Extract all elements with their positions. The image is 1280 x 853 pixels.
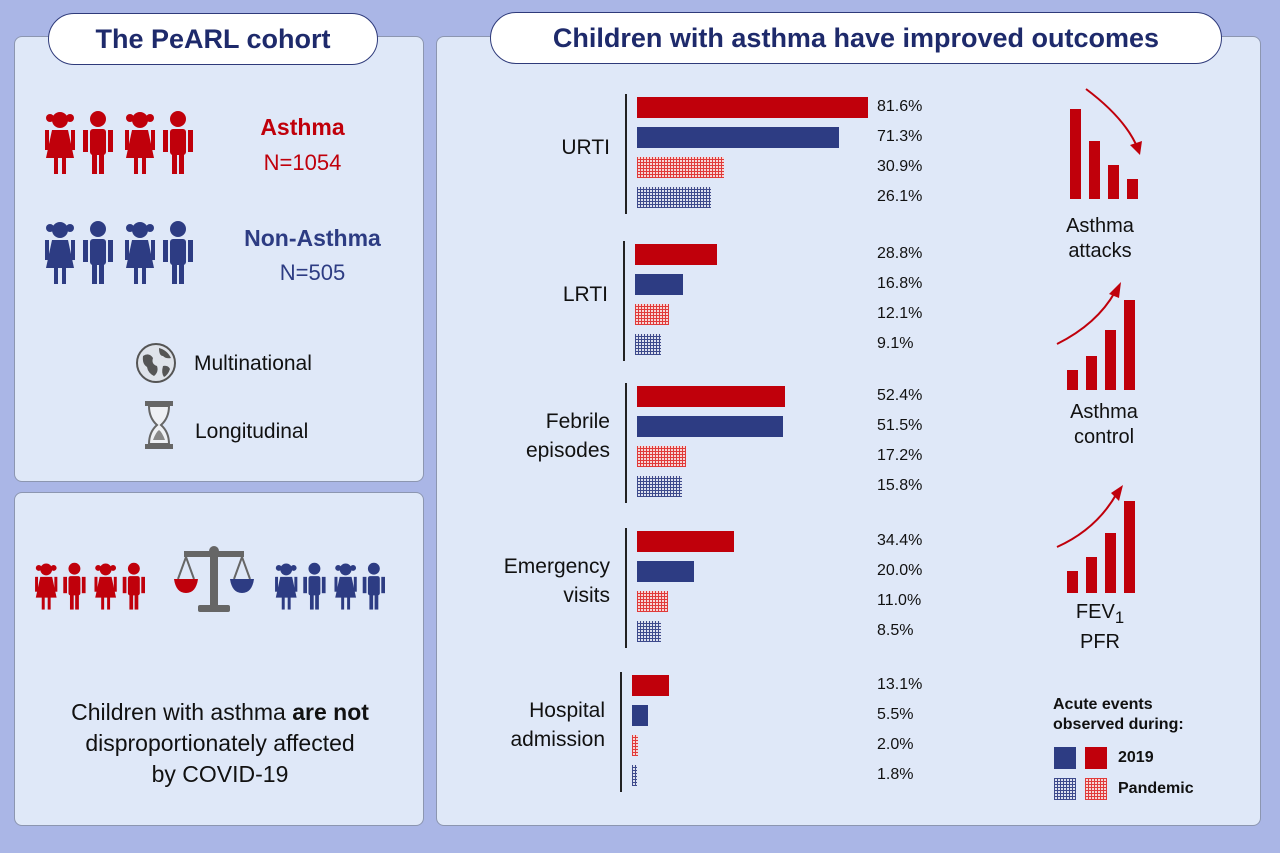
globe-icon xyxy=(136,343,176,383)
outcome-3-line2: PFR xyxy=(1080,631,1120,653)
outcome-1-line1: Asthma xyxy=(1066,215,1134,237)
legend-title-line2: observed during: xyxy=(1053,716,1184,733)
balance-scale-icon xyxy=(174,546,254,612)
hourglass-icon xyxy=(145,401,173,449)
feature-longitudinal: Longitudinal xyxy=(195,420,309,443)
value-label: 13.1% xyxy=(877,676,923,693)
lung-function-increasing-chart-icon xyxy=(1056,485,1135,593)
bar-asthma-pandemic xyxy=(637,591,669,612)
bar-non-asthma-pandemic xyxy=(637,187,711,208)
value-label: 15.8% xyxy=(877,477,923,494)
bar-asthma-2019 xyxy=(637,386,786,407)
statement-part2: disproportionately affected xyxy=(85,730,355,756)
fev-label: FEV xyxy=(1075,601,1115,623)
value-label: 16.8% xyxy=(877,275,923,292)
bar-non-asthma-2019 xyxy=(635,274,683,295)
outcome-2-line2: control xyxy=(1073,426,1135,448)
value-label: 5.5% xyxy=(877,706,914,723)
legend-title: Acute events observed during: xyxy=(1053,695,1184,735)
outcome-1-line2: attacks xyxy=(1068,240,1132,262)
category-label: Emergency visits xyxy=(503,555,610,607)
value-label: 2.0% xyxy=(877,736,914,753)
asthma-attacks-decreasing-chart-icon xyxy=(1070,88,1142,199)
value-label: 52.4% xyxy=(877,387,923,404)
asthma-count: N=1054 xyxy=(263,150,342,175)
legend-swatch-pandemic-non-asthma xyxy=(1054,778,1076,800)
category-axis-line xyxy=(623,241,625,361)
category-label: LRTI xyxy=(562,282,608,306)
asthma-children-small-icon xyxy=(35,562,145,610)
non-asthma-children-icon xyxy=(45,221,193,284)
bar-asthma-pandemic xyxy=(635,304,670,325)
value-label: 28.8% xyxy=(877,245,923,262)
value-label: 11.0% xyxy=(877,592,922,609)
outcome-asthma-control: Asthma control xyxy=(1044,400,1164,450)
bar-non-asthma-2019 xyxy=(637,127,839,148)
outcome-3-line1: FEV1 xyxy=(1040,600,1160,630)
value-label: 26.1% xyxy=(877,188,923,205)
statement-part3: by COVID-19 xyxy=(151,761,289,787)
covid-panel xyxy=(14,492,424,826)
bar-non-asthma-2019 xyxy=(637,561,694,582)
value-label: 81.6% xyxy=(877,98,923,115)
bar-asthma-pandemic xyxy=(637,157,725,178)
category-label: Febrile episodes xyxy=(525,410,610,462)
value-label: 34.4% xyxy=(877,532,923,549)
cohort-panel xyxy=(14,36,424,482)
statement-bold: are not xyxy=(292,699,369,725)
category-axis-line xyxy=(620,672,622,792)
category-axis-line xyxy=(625,528,627,648)
value-label: 51.5% xyxy=(877,417,923,434)
legend-swatch-2019-non-asthma xyxy=(1054,747,1076,769)
legend-swatch-2019-asthma xyxy=(1085,747,1107,769)
category-axis-line xyxy=(625,94,627,214)
asthma-children-icon xyxy=(45,111,193,174)
fev-subscript: 1 xyxy=(1114,608,1125,627)
bar-asthma-2019 xyxy=(637,97,868,118)
value-label: 17.2% xyxy=(877,447,923,464)
bar-non-asthma-pandemic xyxy=(637,476,682,497)
bar-asthma-pandemic xyxy=(637,446,686,467)
bar-non-asthma-pandemic xyxy=(637,621,662,642)
bar-non-asthma-2019 xyxy=(632,705,648,726)
non-asthma-children-small-icon xyxy=(275,562,385,610)
value-label: 30.9% xyxy=(877,158,923,175)
non-asthma-label: Non-Asthma xyxy=(244,225,381,251)
outcome-lung-function: FEV1 PFR xyxy=(1040,600,1160,655)
bar-non-asthma-pandemic xyxy=(632,765,638,786)
value-label: 9.1% xyxy=(877,335,914,352)
value-label: 8.5% xyxy=(877,622,914,639)
legend-title-line1: Acute events xyxy=(1053,696,1153,713)
bar-asthma-2019 xyxy=(635,244,717,265)
bar-asthma-2019 xyxy=(632,675,670,696)
outcome-asthma-attacks: Asthma attacks xyxy=(1040,214,1160,264)
asthma-label: Asthma xyxy=(260,114,345,140)
outcomes-panel xyxy=(436,36,1261,826)
bar-asthma-2019 xyxy=(637,531,735,552)
feature-multinational: Multinational xyxy=(194,352,312,375)
value-label: 20.0% xyxy=(877,562,923,579)
asthma-control-increasing-chart-icon xyxy=(1056,282,1135,390)
legend-swatch-pandemic-asthma xyxy=(1085,778,1107,800)
legend-entry-2019: 2019 xyxy=(1118,749,1154,766)
covid-statement: Children with asthma are not disproporti… xyxy=(20,697,420,790)
category-label: Hospital admission xyxy=(510,699,605,751)
cohort-title: The PeARL cohort xyxy=(48,13,378,65)
legend-entry-pandemic: Pandemic xyxy=(1118,780,1194,797)
value-label: 12.1% xyxy=(877,305,923,322)
non-asthma-count: N=505 xyxy=(279,260,346,285)
value-label: 1.8% xyxy=(877,766,914,783)
outcome-2-line1: Asthma xyxy=(1070,401,1138,423)
bar-non-asthma-pandemic xyxy=(635,334,661,355)
bar-asthma-pandemic xyxy=(632,735,638,756)
statement-part1: Children with asthma xyxy=(71,699,293,725)
bar-non-asthma-2019 xyxy=(637,416,783,437)
category-axis-line xyxy=(625,383,627,503)
value-label: 71.3% xyxy=(877,128,923,145)
category-label: URTI xyxy=(561,135,610,159)
chart-title: Children with asthma have improved outco… xyxy=(490,12,1222,64)
